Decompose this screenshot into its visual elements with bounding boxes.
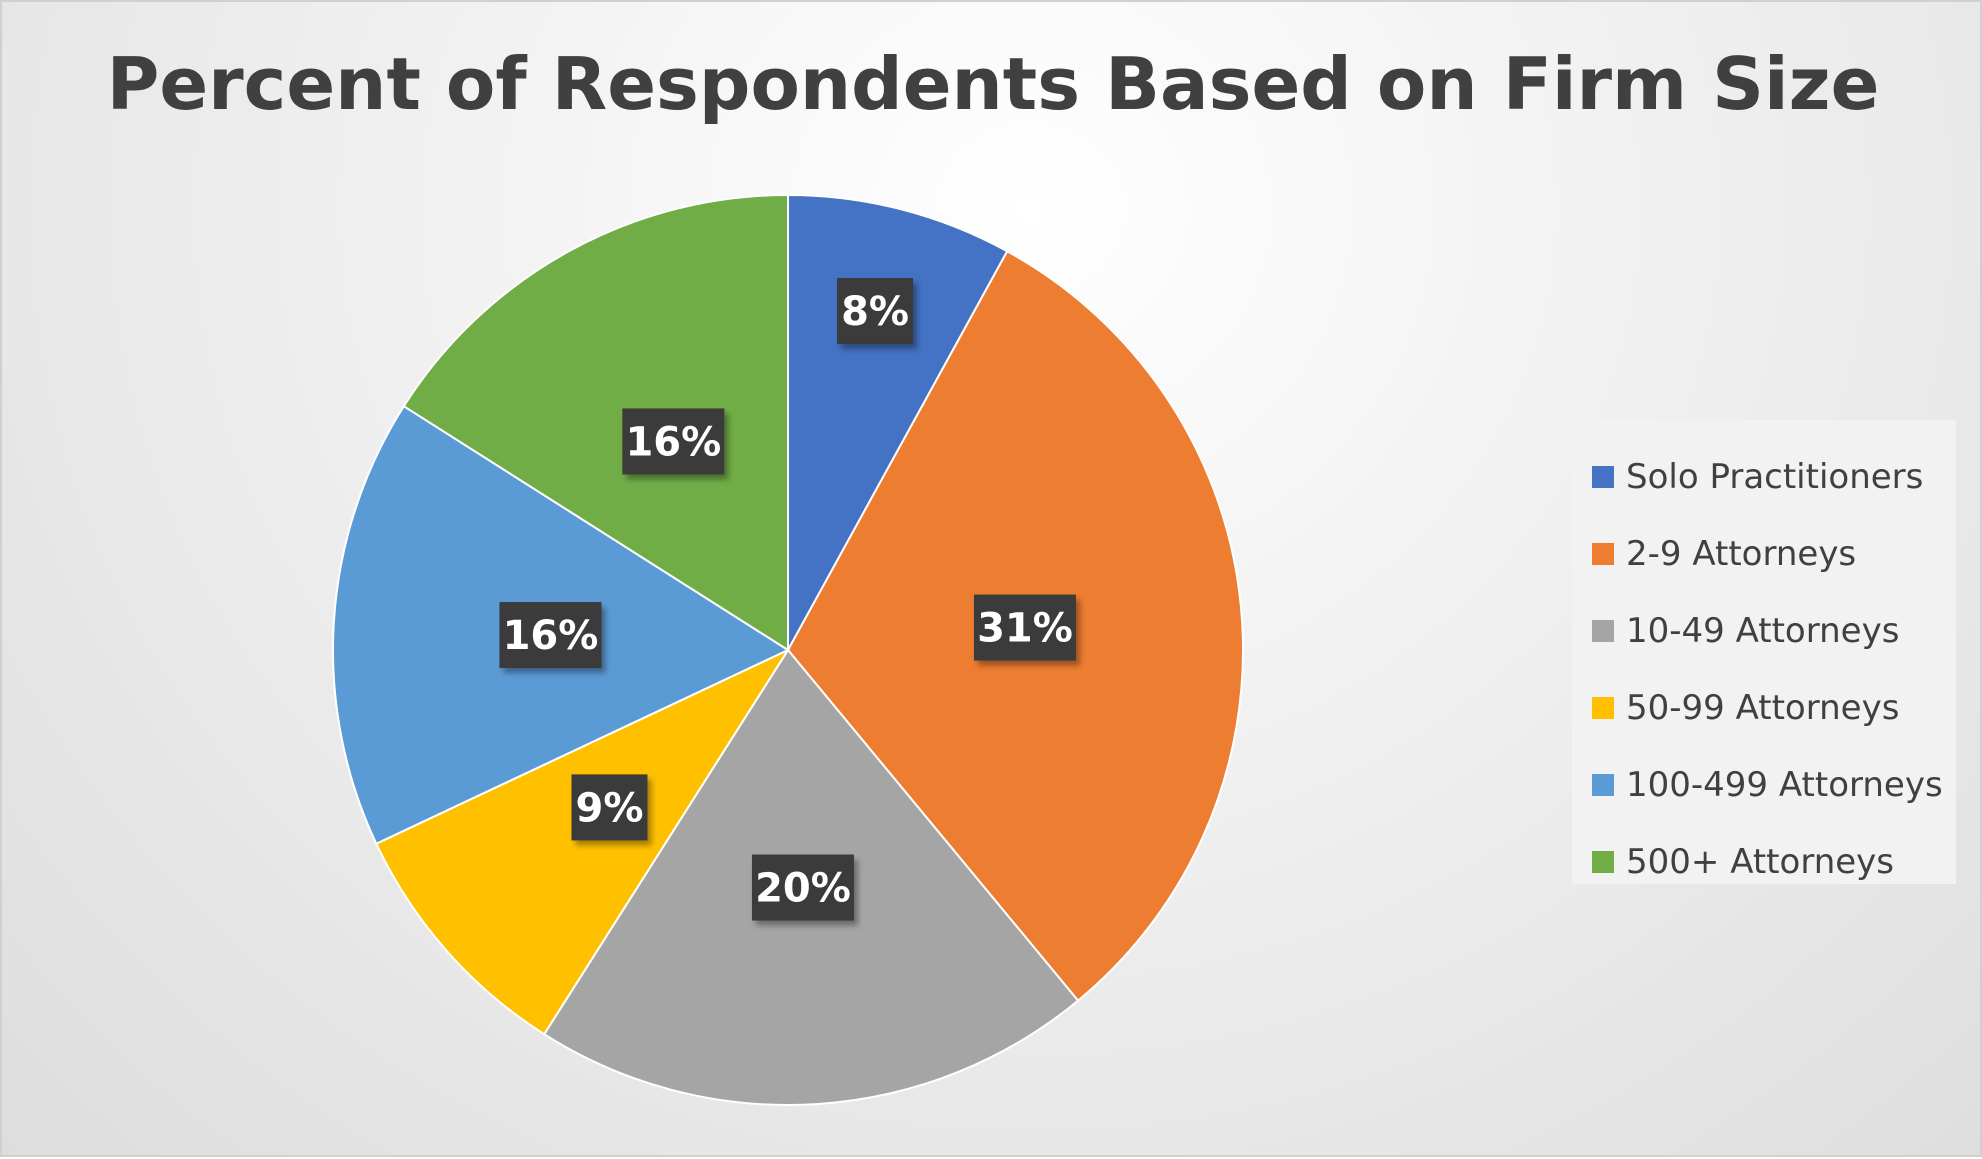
legend-swatch xyxy=(1592,850,1614,873)
data-label-box xyxy=(973,594,1076,661)
data-label-text: 9% xyxy=(576,785,644,831)
chart-title: Percent of Respondents Based on Firm Siz… xyxy=(106,42,1880,126)
legend-item: Solo Practitioners xyxy=(1572,438,1956,515)
legend-item: 2-9 Attorneys xyxy=(1572,515,1956,592)
pie-slice-6 xyxy=(402,193,789,652)
legend-item: 100-499 Attorneys xyxy=(1572,746,1956,823)
legend-item: 500+ Attorneys xyxy=(1572,823,1956,900)
data-label-2: 31% xyxy=(973,594,1076,661)
legend-label: 2-9 Attorneys xyxy=(1626,533,1857,574)
data-label-box xyxy=(837,277,914,344)
data-label-text: 8% xyxy=(841,289,909,335)
legend-label: 100-499 Attorneys xyxy=(1626,764,1943,805)
pie-slice-4 xyxy=(374,647,791,1036)
legend-label: Solo Practitioners xyxy=(1626,456,1924,497)
data-label-1: 8% xyxy=(837,277,914,344)
legend-swatch xyxy=(1592,619,1614,642)
legend-swatch xyxy=(1592,465,1614,488)
legend-label: 50-99 Attorneys xyxy=(1626,687,1900,728)
legend-swatch xyxy=(1592,542,1614,565)
legend-swatch xyxy=(1592,696,1614,719)
legend-label: 10-49 Attorneys xyxy=(1626,610,1900,651)
data-label-text: 20% xyxy=(755,866,851,912)
data-label-text: 16% xyxy=(625,419,721,465)
data-label-5: 16% xyxy=(499,602,602,669)
data-label-text: 31% xyxy=(977,606,1073,652)
data-label-box xyxy=(751,854,854,921)
legend-item: 10-49 Attorneys xyxy=(1572,592,1956,669)
data-label-3: 20% xyxy=(751,854,854,921)
data-label-box xyxy=(622,408,725,475)
data-label-4: 9% xyxy=(571,774,648,841)
data-label-box xyxy=(571,774,648,841)
data-label-box xyxy=(499,602,602,669)
legend-label: 500+ Attorneys xyxy=(1626,841,1894,882)
legend-swatch xyxy=(1592,773,1614,796)
legend-item: 50-99 Attorneys xyxy=(1572,669,1956,746)
legend: Solo Practitioners 2-9 Attorneys 10-49 Att… xyxy=(1572,420,1956,884)
data-label-text: 16% xyxy=(503,613,599,659)
data-label-6: 16% xyxy=(622,408,725,475)
